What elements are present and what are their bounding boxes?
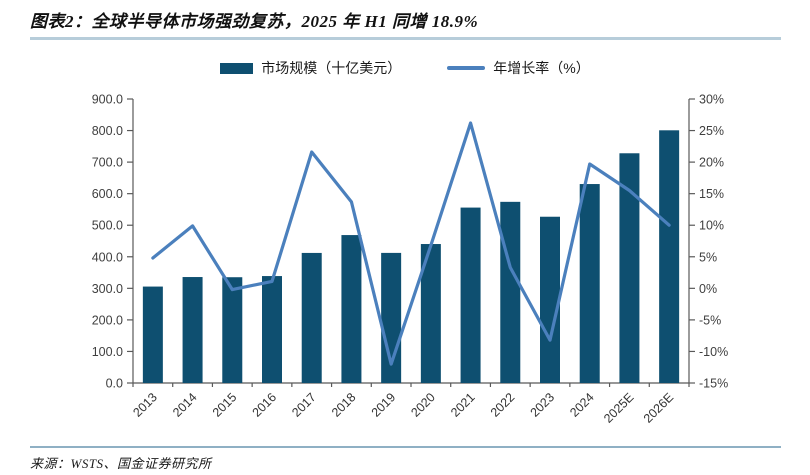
figure-title: 图表2：全球半导体市场强劲复苏，2025 年 H1 同增 18.9% [30,12,479,31]
legend-item-market-size: 市场规模（十亿美元） [220,58,401,78]
bar-2026E [659,130,680,383]
x-axis-label-2018: 2018 [329,390,359,420]
right-axis-tick-label: -10% [699,345,728,359]
x-axis-label-2022: 2022 [488,390,518,420]
left-axis-tick-label: 100.0 [92,345,123,359]
x-axis-label-2020: 2020 [408,390,438,420]
footer-divider [30,446,781,448]
x-axis-label-2014: 2014 [170,390,200,420]
source-note: 来源：WSTS、国金证券研究所 [30,456,212,471]
right-axis-tick-label: -5% [699,313,721,327]
x-axis-label-2015: 2015 [210,390,240,420]
line-series-swatch-icon [447,66,486,70]
bar-2024 [579,184,600,383]
left-axis-tick-label: 600.0 [92,187,123,201]
bar-series-swatch-icon [220,62,254,74]
bar-2015 [222,277,243,383]
x-axis-label-2013: 2013 [130,390,160,420]
bar-2020 [420,244,441,383]
bar-2014 [182,277,203,383]
right-axis-tick-label: 5% [699,250,717,264]
x-axis-label-2023: 2023 [528,390,558,420]
right-axis-tick-label: 30% [699,93,724,107]
x-axis-label-2019: 2019 [369,390,399,420]
bar-2022 [500,201,521,383]
x-axis-label-2026E: 2026E [641,390,676,425]
left-axis-tick-label: 900.0 [92,93,123,107]
right-axis-tick-label: 0% [699,282,717,296]
bar-2023 [540,216,560,383]
left-axis-tick-label: 200.0 [92,313,123,327]
right-axis-tick-label: 20% [699,156,724,170]
x-axis-label-2021: 2021 [448,390,478,420]
semiconductor-market-combo-chart: 0.0 100.0 200.0 300.0 400.0 500.0 600.0 700.0 80… [92,93,728,426]
left-axis-tick-label: 700.0 [92,156,123,170]
bar-2017 [301,252,322,383]
right-axis-tick-label: -15% [699,377,728,391]
x-axis-label-2025E: 2025E [601,390,636,425]
left-axis-tick-label: 500.0 [92,219,123,233]
bar-2025E [619,153,640,383]
right-axis-tick-label: 10% [699,219,724,233]
x-axis-label-2017: 2017 [289,390,319,420]
legend-line-label: 年增长率（%） [493,60,590,76]
x-axis-label-2024: 2024 [567,390,597,420]
right-axis-tick-label: 25% [699,124,724,138]
legend-bar-label: 市场规模（十亿美元） [261,60,402,76]
growth-rate-line [151,121,671,366]
bar-2021 [460,207,481,383]
left-axis-tick-label: 300.0 [92,282,123,296]
left-axis-tick-label: 400.0 [92,250,123,264]
left-axis-tick-label: 0.0 [106,377,123,391]
x-axis-label-2016: 2016 [250,390,280,420]
right-axis-tick-label: 15% [699,187,724,201]
bar-2018 [341,235,362,383]
bar-2016 [262,276,282,383]
title-divider [30,37,781,40]
chart-legend: 市场规模（十亿美元） 年增长率（%） [0,56,810,80]
bar-2013 [142,286,163,383]
left-axis-tick-label: 800.0 [92,124,123,138]
legend-item-growth-rate: 年增长率（%） [447,58,590,78]
